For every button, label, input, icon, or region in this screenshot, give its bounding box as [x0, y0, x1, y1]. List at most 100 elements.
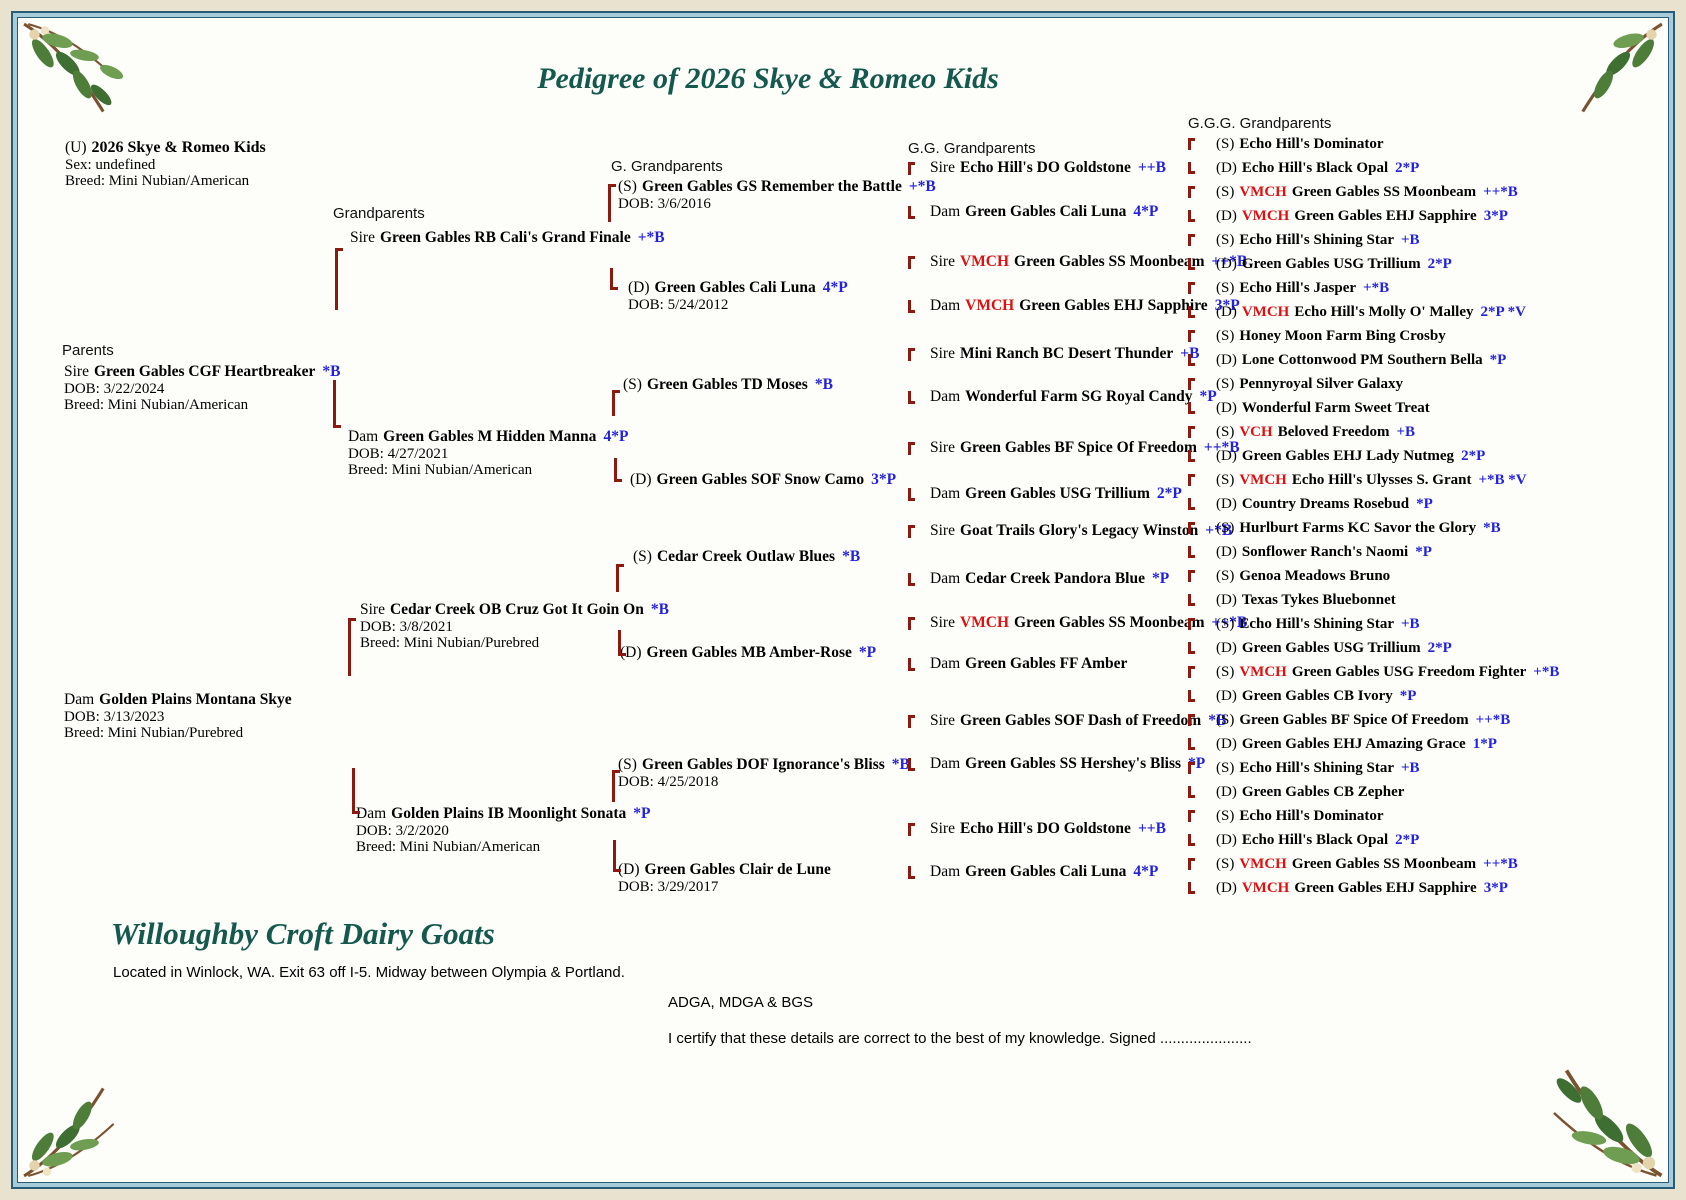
bracket-icon: [908, 255, 916, 269]
grandparent-name-line: Dam Golden Plains IB Moonlight Sonata *P: [356, 805, 651, 823]
relation-label: (S): [1216, 615, 1235, 632]
relation-label: Sire: [930, 439, 955, 456]
milk-star-code: 3*P: [871, 471, 897, 488]
relation-label: Sire: [930, 712, 955, 729]
relation-label: (D): [1216, 447, 1237, 464]
bracket-icon: [1188, 570, 1196, 582]
relation-label: (D): [1216, 831, 1237, 848]
ggg-grandparent-entry: (S) VMCH Echo Hill's Ulysses S. Grant +*B *…: [1188, 468, 1559, 492]
milk-star-code: *B: [1483, 519, 1501, 536]
ggg-grandparent-entry: (S) VCH Beloved Freedom +B: [1188, 420, 1559, 444]
bracket-icon: [1188, 378, 1196, 390]
milk-star-code: 3*P: [1214, 297, 1240, 314]
floral-corner-bottom-right-icon: [1553, 1069, 1663, 1178]
goat-name: Echo Hill's Jasper: [1239, 279, 1357, 296]
relation-label: Sire: [930, 522, 955, 539]
connector-line: [612, 390, 620, 416]
bracket-icon: [1188, 282, 1196, 294]
subject-name: 2026 Skye & Romeo Kids: [91, 139, 266, 156]
goat-name: Lone Cottonwood PM Southern Bella: [1241, 351, 1483, 368]
ggg-grandparent-entry: (S) Echo Hill's Shining Star +B: [1188, 756, 1559, 780]
parent-name-line: Sire Green Gables CGF Heartbreaker *B: [64, 363, 340, 381]
bracket-icon: [1188, 306, 1196, 318]
grandparent-entry: Sire Green Gables RB Cali's Grand Finale +…: [350, 229, 665, 247]
milk-star-code: +*B: [1363, 279, 1390, 296]
bracket-icon: [908, 161, 916, 175]
bracket-icon: [908, 347, 916, 361]
gg-grandparent-entry: Dam Green Gables FF Amber: [908, 655, 1127, 673]
milk-star-code: ++B: [1137, 159, 1166, 176]
bracket-icon: [908, 865, 916, 879]
relation-label: (S): [1216, 327, 1235, 344]
goat-name: Sonflower Ranch's Naomi: [1241, 543, 1409, 560]
relation-label: Sire: [930, 159, 955, 176]
relation-label: (S): [618, 178, 637, 195]
milk-star-code: *P: [633, 805, 651, 822]
goat-name: Green Gables DOF Ignorance's Bliss: [641, 756, 885, 773]
relation-label: (D): [1216, 543, 1237, 560]
relation-label: (D): [1216, 159, 1237, 176]
relation-label: (D): [620, 644, 642, 661]
gg-grandparent-entry: Dam Cedar Creek Pandora Blue *P: [908, 570, 1169, 588]
relation-label: (D): [1216, 495, 1237, 512]
goat-name: Echo Hill's DO Goldstone: [959, 820, 1131, 837]
champion-title: VMCH: [1239, 183, 1287, 200]
page-title: Pedigree of 2026 Skye & Romeo Kids: [537, 62, 999, 95]
goat-name: Echo Hill's Shining Star: [1239, 231, 1394, 248]
goat-name: Green Gables CB Ivory: [1241, 687, 1393, 704]
relation-label: Dam: [930, 863, 961, 880]
ggg-grandparent-entry: (D) Texas Tykes Bluebonnet: [1188, 588, 1559, 612]
goat-name: Goat Trails Glory's Legacy Winston: [959, 522, 1199, 539]
relation-label: (D): [1216, 207, 1237, 224]
goat-name: Echo Hill's Dominator: [1239, 807, 1384, 824]
bracket-icon: [1188, 714, 1196, 726]
goat-name: Green Gables MB Amber-Rose: [646, 644, 852, 661]
parent-name-line: Dam Golden Plains Montana Skye: [64, 691, 292, 709]
relation-label: (S): [1216, 231, 1235, 248]
milk-star-code: +*B: [1533, 663, 1560, 680]
connector-line: [335, 248, 343, 310]
bracket-icon: [908, 757, 916, 771]
ggg-grandparent-entry: (S) Echo Hill's Dominator: [1188, 804, 1559, 828]
goat-name: Green Gables USG Trillium: [1241, 639, 1421, 656]
milk-star-code: 3*P: [1483, 207, 1508, 224]
bracket-icon: [1188, 402, 1196, 414]
bracket-icon: [1188, 642, 1196, 654]
milk-star-code: 2*P *V: [1480, 303, 1526, 320]
milk-star-code: +*B: [637, 229, 665, 246]
relation-label: (S): [1216, 279, 1235, 296]
goat-name: Echo Hill's DO Goldstone: [959, 159, 1131, 176]
milk-star-code: *P: [1151, 570, 1170, 587]
goat-name: Green Gables CGF Heartbreaker: [93, 363, 316, 380]
g-grandparent-entry: (D) Green Gables MB Amber-Rose *P: [620, 644, 876, 662]
milk-star-code: *P: [858, 644, 877, 661]
gg-grandparent-entry: Dam Green Gables SS Hershey's Bliss *P: [908, 755, 1205, 773]
bracket-icon: [1188, 666, 1196, 678]
milk-star-code: ++*B: [1211, 614, 1248, 631]
milk-star-code: +B: [1400, 759, 1420, 776]
milk-star-code: +*B: [908, 178, 936, 195]
bracket-icon: [1188, 186, 1196, 198]
bracket-icon: [1188, 786, 1196, 798]
milk-star-code: *B: [322, 363, 341, 380]
dob-line: DOB: 3/2/2020: [356, 823, 449, 839]
relation-label: (D): [1216, 399, 1237, 416]
relation-label: Sire: [930, 820, 955, 837]
goat-name: Echo Hill's Molly O' Malley: [1294, 303, 1474, 320]
relation-label: Dam: [348, 428, 379, 445]
bracket-icon: [908, 616, 916, 630]
ggg-grandparent-entry: (D) Echo Hill's Black Opal 2*P: [1188, 828, 1559, 852]
ggg-grandparent-entry: (S) VMCH Green Gables SS Moonbeam ++*B: [1188, 852, 1559, 876]
milk-star-code: 2*P: [1427, 639, 1452, 656]
goat-name: Green Gables EHJ Sapphire: [1019, 297, 1208, 314]
bracket-icon: [908, 441, 916, 455]
bracket-icon: [1188, 258, 1196, 270]
milk-star-code: *P: [1188, 755, 1206, 772]
milk-star-code: *B: [842, 548, 861, 565]
goat-name: Green Gables FF Amber: [965, 655, 1128, 672]
relation-label: (D): [1216, 879, 1237, 896]
goat-name: Echo Hill's Black Opal: [1241, 159, 1389, 176]
relation-label: (S): [1216, 759, 1235, 776]
g-grandparent-name-line: (S) Green Gables GS Remember the Battle +*…: [618, 178, 936, 196]
relation-label: (D): [618, 861, 640, 878]
